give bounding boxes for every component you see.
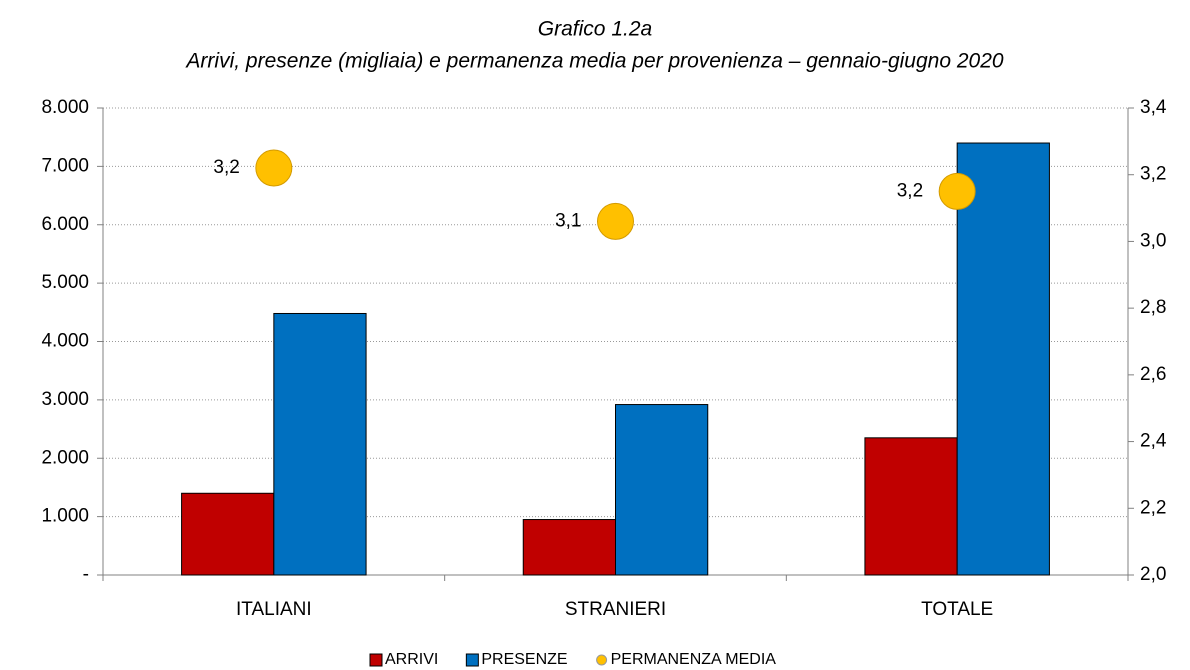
y-tick-label: 5.000 (41, 272, 89, 293)
chart-subtitle: Arrivi, presenze (migliaia) e permanenza… (184, 50, 1003, 73)
y-tick-label: 7.000 (41, 155, 89, 176)
y-tick-label: 1.000 (41, 506, 89, 527)
chart-title: Grafico 1.2a (538, 18, 652, 41)
point (255, 149, 293, 187)
y2-tick-label: 3,0 (1140, 230, 1166, 251)
data-label: 3,1 (555, 210, 581, 231)
bar (864, 437, 958, 576)
data-label: 3,2 (897, 180, 923, 201)
legend-swatch (465, 653, 479, 667)
x-tick-label: ITALIANI (236, 599, 312, 620)
legend-label: ARRIVI (385, 651, 438, 668)
bar (956, 142, 1050, 576)
bar (273, 312, 367, 576)
y-tick-label: 6.000 (41, 214, 89, 235)
y-tick-label: 2.000 (41, 447, 89, 468)
x-tick-label: TOTALE (921, 599, 993, 620)
y-tick-label: 4.000 (41, 331, 89, 352)
legend-swatch (596, 654, 608, 666)
y2-tick-label: 2,6 (1140, 364, 1166, 385)
bar (522, 519, 616, 576)
point (597, 202, 634, 240)
x-tick-label: STRANIERI (565, 599, 666, 620)
legend-label: PRESENZE (481, 651, 567, 668)
y-tick-label: 3.000 (41, 389, 89, 410)
bar (615, 404, 709, 576)
legend-label: PERMANENZA MEDIA (611, 651, 777, 668)
y-tick-label: 8.000 (41, 97, 89, 118)
bar (181, 492, 275, 576)
y2-tick-label: 2,4 (1140, 431, 1167, 452)
y2-tick-label: 2,2 (1140, 497, 1166, 518)
y2-tick-label: 3,4 (1140, 97, 1167, 118)
y2-tick-label: 3,2 (1140, 164, 1166, 185)
y2-tick-label: 2,8 (1140, 297, 1166, 318)
point (938, 172, 976, 210)
data-label: 3,2 (213, 157, 239, 178)
y-tick-label: - (83, 564, 89, 585)
y2-tick-label: 2,0 (1140, 564, 1166, 585)
legend-swatch (369, 653, 383, 667)
